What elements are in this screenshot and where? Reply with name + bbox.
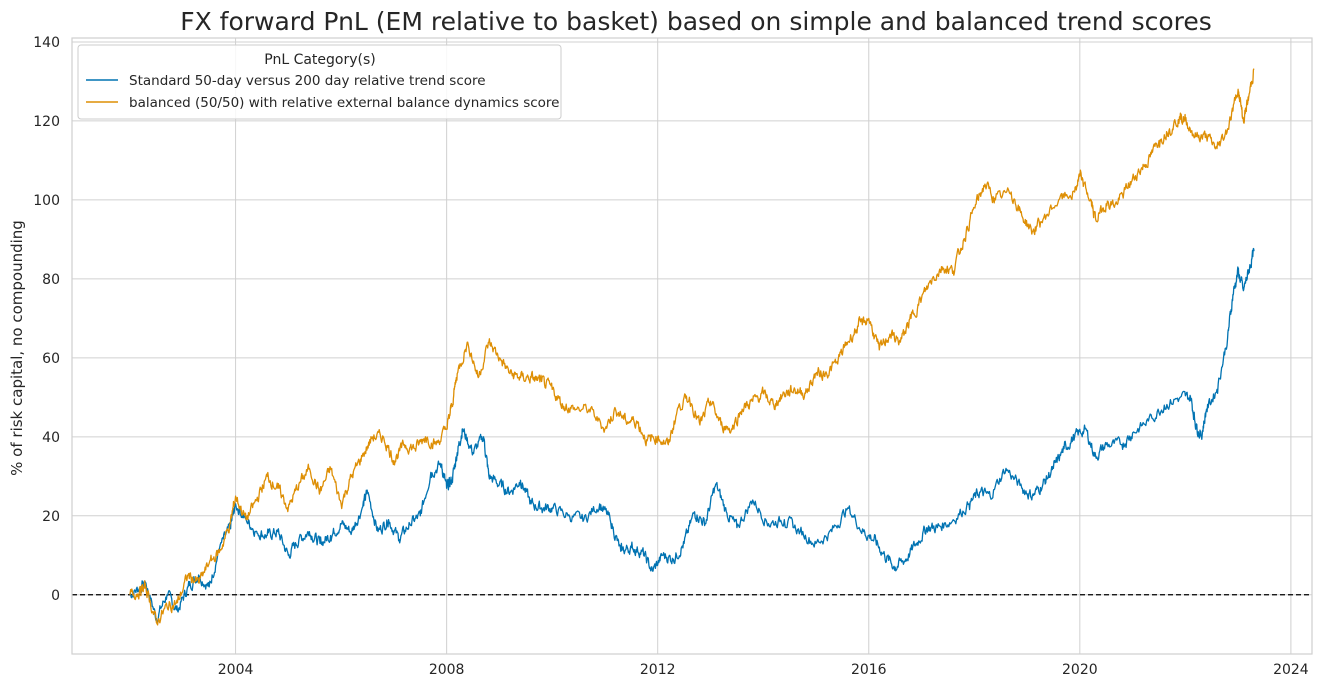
x-tick-label: 2012 [640, 662, 676, 678]
x-tick-label: 2024 [1273, 662, 1309, 678]
chart-title: FX forward PnL (EM relative to basket) b… [180, 7, 1212, 36]
plot-frame [71, 37, 1313, 655]
x-axis-ticks: 2004 2008 2012 2016 2020 2024 [218, 662, 1309, 678]
y-axis-label: % of risk capital, no compounding [8, 220, 26, 476]
x-tick-label: 2016 [851, 662, 887, 678]
y-tick-label: 40 [42, 430, 60, 446]
y-tick-label: 120 [33, 114, 60, 130]
legend-label-standard: Standard 50-day versus 200 day relative … [129, 73, 486, 89]
y-tick-label: 60 [42, 351, 60, 367]
grid [72, 38, 1312, 654]
y-tick-label: 80 [42, 272, 60, 288]
y-tick-label: 140 [33, 35, 60, 51]
x-tick-label: 2008 [429, 662, 465, 678]
series-line-balanced [129, 68, 1255, 626]
y-axis-ticks: 0 20 40 60 80 100 120 140 [33, 35, 60, 604]
y-tick-label: 20 [42, 509, 60, 525]
legend-title: PnL Category(s) [264, 52, 376, 68]
legend-box [77, 44, 562, 120]
x-tick-label: 2004 [218, 662, 254, 678]
series-group [129, 68, 1255, 626]
y-tick-label: 100 [33, 193, 60, 209]
x-tick-label: 2020 [1062, 662, 1098, 678]
legend: PnL Category(s) Standard 50-day versus 2… [77, 44, 562, 120]
legend-label-balanced: balanced (50/50) with relative external … [129, 95, 559, 111]
y-tick-label: 0 [51, 588, 60, 604]
series-line-standard [129, 247, 1255, 624]
